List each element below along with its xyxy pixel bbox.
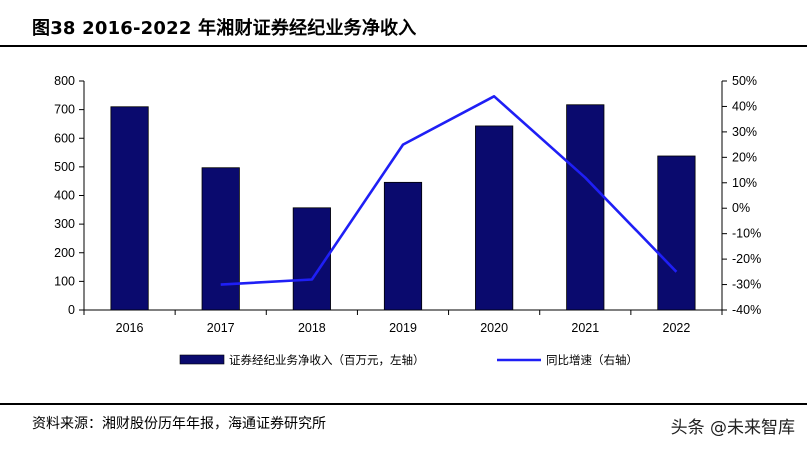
chart: 0 100 200 300 400 500 600 700 800 -40% -30% -20% -10… bbox=[54, 74, 761, 367]
growth-line bbox=[220, 95, 678, 286]
y-tick-label: 0 bbox=[68, 303, 75, 317]
y2-tick-label: 40% bbox=[732, 99, 757, 113]
y-tick-label: 100 bbox=[54, 274, 75, 288]
watermark-text: 头条 @未来智库 bbox=[670, 418, 795, 438]
x-tick-label: 2017 bbox=[207, 321, 235, 335]
y2-tick-label: -20% bbox=[732, 252, 761, 266]
bar bbox=[475, 125, 514, 311]
bar bbox=[657, 155, 696, 311]
y-tick-label: 500 bbox=[54, 160, 75, 174]
legend-swatch-bar bbox=[179, 354, 225, 365]
y-tick-label: 700 bbox=[54, 103, 75, 117]
chart-axes: 0 100 200 300 400 500 600 700 800 -40% -30% -20% -10… bbox=[54, 74, 761, 335]
y-tick-label: 600 bbox=[54, 131, 75, 145]
y2-tick-label: -10% bbox=[732, 227, 761, 241]
x-tick-label: 2016 bbox=[116, 321, 144, 335]
source-note: 资料来源：湘财股份历年年报，海通证券研究所 bbox=[32, 416, 326, 432]
x-tick-label: 2018 bbox=[298, 321, 326, 335]
y2-tick-label: 30% bbox=[732, 125, 757, 139]
x-tick-label: 2021 bbox=[571, 321, 599, 335]
y2-tick-label: 10% bbox=[732, 176, 757, 190]
bar-series bbox=[110, 104, 696, 311]
x-tick-label: 2019 bbox=[389, 321, 417, 335]
bar bbox=[201, 167, 240, 311]
y-tick-label: 300 bbox=[54, 217, 75, 231]
x-tick-label: 2022 bbox=[663, 321, 691, 335]
y2-tick-label: 0% bbox=[732, 201, 750, 215]
title-divider bbox=[0, 45, 807, 47]
y-tick-label: 400 bbox=[54, 189, 75, 203]
y-tick-label: 800 bbox=[54, 74, 75, 88]
bar bbox=[383, 181, 423, 311]
y-tick-label: 200 bbox=[54, 246, 75, 260]
footer-divider bbox=[0, 403, 807, 405]
bar bbox=[110, 106, 149, 311]
line-series bbox=[220, 95, 678, 286]
y2-tick-label: 50% bbox=[732, 74, 757, 88]
legend-label-line: 同比增速（右轴） bbox=[546, 353, 638, 367]
y2-tick-label: 20% bbox=[732, 150, 757, 164]
chart-title: 图38 2016-2022 年湘财证券经纪业务净收入 bbox=[32, 18, 417, 39]
bar bbox=[566, 104, 605, 311]
x-tick-label: 2020 bbox=[480, 321, 508, 335]
legend-label-bar: 证券经纪业务净收入（百万元，左轴） bbox=[229, 353, 425, 367]
y2-tick-label: -40% bbox=[732, 303, 761, 317]
y2-tick-label: -30% bbox=[732, 278, 761, 292]
chart-legend: 证券经纪业务净收入（百万元，左轴） 同比增速（右轴） bbox=[179, 353, 638, 367]
